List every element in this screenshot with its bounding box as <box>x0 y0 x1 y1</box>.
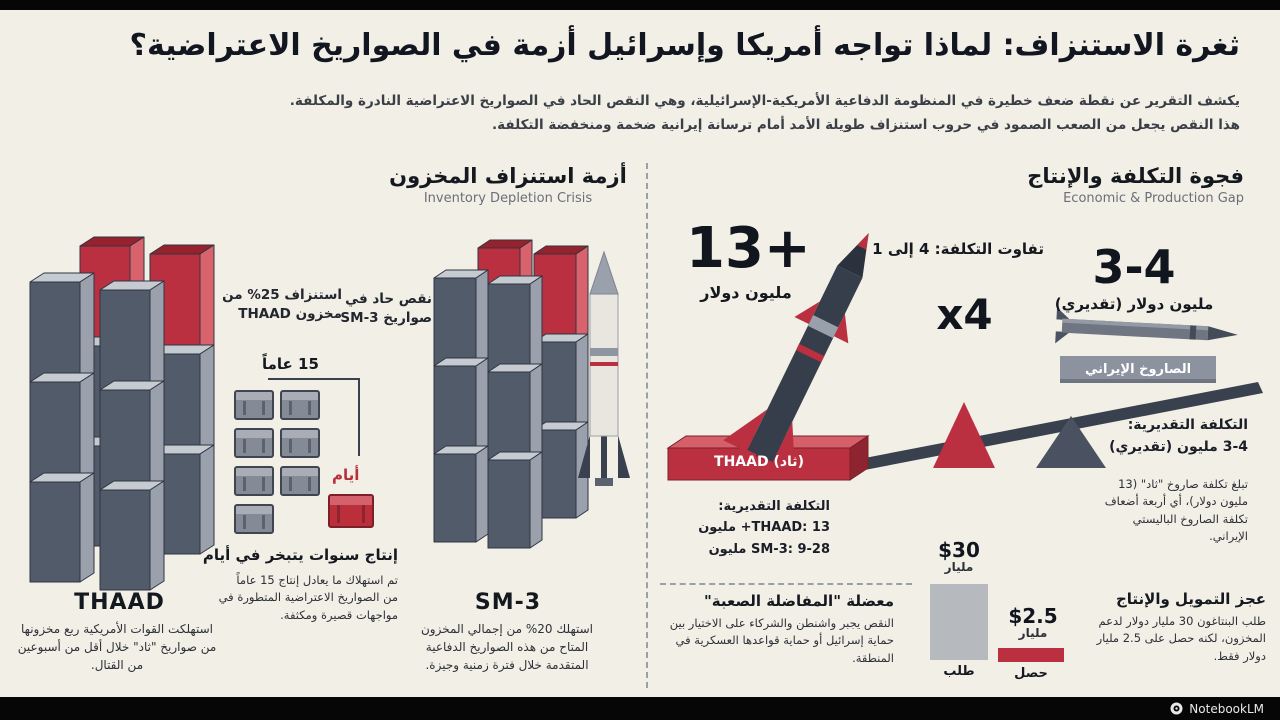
inventory-heading-en: Inventory Depletion Crisis <box>423 191 593 206</box>
thaad-description: استهلكت القوات الأمريكية ربع مخزونها من … <box>17 622 217 672</box>
years-connector-line <box>268 378 360 380</box>
requested-amount-value: $30 <box>938 538 980 562</box>
iran-cost-value: 3-4 <box>1092 240 1176 294</box>
years-label: 15 عاماً <box>262 355 319 373</box>
sm3-name-label: SM-3 <box>474 590 542 615</box>
estimate-left-thaad: THAAD: 13+ مليون <box>698 520 830 536</box>
days-label: أيام <box>332 466 360 484</box>
production-description: تم استهلاك ما يعادل إنتاج 15 عاماً من ال… <box>218 573 398 622</box>
estimate-left-title: التكلفة التقديرية: <box>718 499 830 514</box>
received-amount-unit: مليار <box>1018 626 1048 640</box>
requested-bar <box>930 584 988 660</box>
iranian-missile-banner: الصاروخ الإيراني <box>1060 356 1216 383</box>
production-headline: إنتاج سنوات يتبخر في أيام <box>202 546 398 564</box>
dilemma-headline: معضلة "المفاضلة الصعبة" <box>703 592 894 610</box>
vertical-divider <box>646 163 648 688</box>
received-bar-label: حصل <box>1014 666 1048 681</box>
ammo-crate-icon <box>234 428 274 458</box>
ammo-crate-icon <box>234 504 274 534</box>
estimate-right-note: تبلغ تكلفة صاروخ "ثاد" (13 مليون دولار)،… <box>1104 477 1248 543</box>
ammo-crate-icon <box>280 428 320 458</box>
years-connector-drop <box>358 378 360 456</box>
funding-headline: عجز التمويل والإنتاج <box>1115 590 1266 608</box>
received-bar <box>998 648 1064 662</box>
dilemma-description: النقص يجبر واشنطن والشركاء على الاختيار … <box>669 616 894 665</box>
estimate-left-block: التكلفة التقديرية: THAAD: 13+ مليون SM-3… <box>692 496 830 560</box>
cost-ratio-label: تفاوت التكلفة: 4 إلى 1 <box>872 240 1044 258</box>
ammo-crate-icon <box>234 390 274 420</box>
costgap-section-heading: فجوة التكلفة والإنتاج Economic & Product… <box>924 164 1244 206</box>
horizontal-divider <box>660 583 912 585</box>
inventory-heading-ar: أزمة استنزاف المخزون <box>389 164 627 188</box>
funding-description: طلب البنتاغون 30 مليار دولار لدعم المخزو… <box>1096 614 1266 663</box>
notebooklm-icon <box>1170 702 1183 715</box>
seesaw-balance-illustration <box>844 382 1263 473</box>
ammo-crate-icon <box>280 466 320 496</box>
bottom-bar: NotebookLM <box>0 697 1280 720</box>
estimate-right-line: 3-4 مليون (تقديري) <box>1109 439 1248 455</box>
received-amount-value: $2.5 <box>1008 604 1058 628</box>
thaad-name-label: THAAD <box>74 590 165 615</box>
subtitle-line-2: هذا النقص يجعل من الصعب الصمود في حروب ا… <box>492 117 1240 133</box>
cost-multiplier: x4 <box>936 290 993 339</box>
thaad-base-label: THAAD (ثاد) <box>714 454 804 470</box>
thaad-stock-stack-illustration <box>29 236 215 591</box>
ammo-crate-icon <box>280 390 320 420</box>
requested-bar-label: طلب <box>943 664 975 679</box>
estimate-right-title: التكلفة التقديرية: <box>1127 417 1248 433</box>
inventory-section-heading: أزمة استنزاف المخزون Inventory Depletion… <box>368 164 648 206</box>
ammo-crate-icon <box>234 466 274 496</box>
costgap-heading-ar: فجوة التكلفة والإنتاج <box>1027 164 1244 188</box>
watermark-text: NotebookLM <box>1189 701 1264 716</box>
thaad-depletion-callout: استنزاف 25% من مخزون THAAD <box>222 287 342 322</box>
sm3-stock-stack-illustration <box>433 239 589 549</box>
costgap-heading-en: Economic & Production Gap <box>1063 191 1244 206</box>
thaad-cost-unit: مليون دولار <box>700 283 792 302</box>
iranian-missile-illustration <box>1055 307 1238 344</box>
page-title: ثغرة الاستنزاف: لماذا تواجه أمريكا وإسرا… <box>129 28 1240 63</box>
iran-cost-unit: مليون دولار (تقديري) <box>1054 295 1214 313</box>
thaad-cost-value: 13+ <box>686 216 811 281</box>
days-crate-icon <box>328 494 374 528</box>
thaad-missile-illustration <box>666 233 870 481</box>
requested-amount-unit: مليار <box>944 560 974 574</box>
sm3-description: استهلك 20% من إجمالي المخزون المتاح من ه… <box>420 622 594 672</box>
subtitle-line-1: يكشف التقرير عن نقطة ضعف خطيرة في المنظو… <box>289 93 1240 109</box>
sm3-missile-illustration <box>578 250 630 486</box>
sm3-shortage-callout: نقص حاد في صواريخ SM-3 <box>340 291 432 326</box>
estimate-left-sm3: SM-3: 9-28 مليون <box>708 541 830 557</box>
